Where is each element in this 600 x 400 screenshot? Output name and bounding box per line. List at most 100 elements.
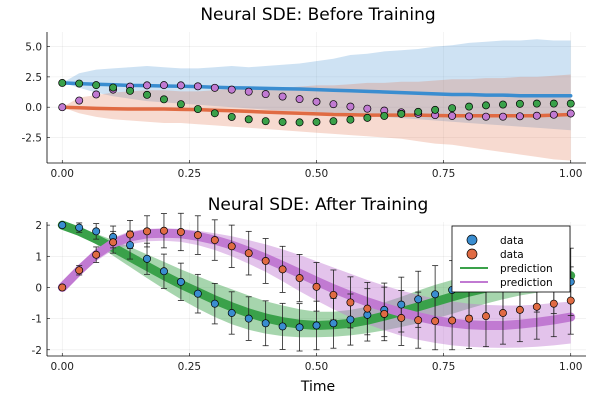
x-tick-label-2: 0.50 (305, 168, 328, 180)
y-tick-label-1: -1 (32, 314, 42, 326)
y-tick-label-0: -2 (32, 345, 42, 357)
x-tick-label-0: 0.00 (51, 168, 74, 180)
data-point-purple-7 (176, 81, 185, 90)
data-point-green-0 (58, 78, 67, 87)
data-point-orange-8 (193, 231, 202, 240)
data-point-orange-21 (414, 316, 423, 325)
data-point-green-18 (363, 113, 372, 122)
data-point-blue-13 (278, 322, 287, 331)
data-point-blue-7 (176, 277, 185, 286)
data-point-orange-26 (499, 309, 507, 317)
data-point-green-9 (210, 109, 219, 118)
data-point-purple-28 (532, 111, 541, 120)
data-point-blue-9 (210, 299, 219, 308)
data-point-orange-6 (160, 226, 168, 235)
data-point-orange-4 (126, 230, 134, 239)
x-axis-label-after: Time (300, 379, 335, 395)
data-point-blue-4 (126, 241, 134, 250)
band-blue (62, 39, 571, 131)
data-point-purple-25 (482, 112, 490, 121)
legend-label-prediction-2: prediction (500, 277, 553, 289)
data-point-orange-25 (482, 312, 490, 321)
data-point-purple-11 (244, 87, 253, 96)
data-point-purple-13 (278, 92, 287, 101)
data-point-blue-8 (193, 289, 202, 298)
data-point-blue-16 (329, 319, 338, 328)
band-green (62, 225, 571, 338)
data-point-green-8 (193, 105, 202, 113)
data-point-green-16 (329, 117, 338, 126)
data-point-green-30 (566, 99, 575, 108)
ticks-before: 0.00 0.25 0.50 0.75 1.00 -2.5 0.0 2.5 5.0 (22, 42, 583, 180)
data-point-green-1 (75, 79, 84, 88)
data-point-orange-0 (58, 283, 67, 292)
data-point-blue-20 (397, 300, 406, 309)
data-point-blue-10 (227, 309, 236, 317)
legend-marker-data-1 (466, 234, 478, 246)
chart-title-before: Neural SDE: Before Training (200, 5, 435, 25)
legend-label-data-1: data (500, 235, 524, 247)
data-point-purple-9 (210, 83, 219, 92)
data-point-green-12 (261, 117, 270, 126)
data-point-orange-1 (75, 266, 84, 275)
data-point-green-11 (244, 115, 253, 124)
data-point-orange-22 (431, 317, 440, 326)
grid-before (47, 32, 586, 163)
data-point-orange-7 (176, 228, 185, 236)
data-point-orange-15 (312, 282, 321, 291)
x-tick-label-4: 1.00 (559, 361, 582, 373)
data-point-green-24 (465, 102, 473, 111)
data-point-orange-13 (278, 265, 287, 274)
data-point-blue-17 (346, 315, 355, 324)
data-point-blue-14 (295, 323, 304, 332)
data-point-green-15 (312, 118, 321, 126)
x-tick-label-3: 0.75 (432, 168, 455, 180)
data-point-purple-14 (295, 95, 304, 104)
data-point-blue-5 (143, 254, 151, 263)
data-point-blue-2 (92, 227, 101, 236)
data-point-orange-30 (566, 296, 575, 305)
data-point-green-28 (532, 99, 541, 108)
data-point-green-20 (397, 109, 406, 118)
x-tick-label-3: 0.75 (432, 361, 455, 373)
data-point-green-21 (414, 107, 423, 116)
data-point-orange-10 (227, 242, 236, 251)
data-point-orange-27 (515, 305, 524, 314)
data-point-purple-5 (143, 81, 151, 90)
data-point-blue-1 (75, 223, 84, 232)
data-point-green-5 (143, 90, 151, 99)
data-point-green-26 (499, 100, 507, 109)
data-point-green-25 (482, 101, 490, 110)
legend-label-prediction-1: prediction (500, 263, 553, 275)
data-point-orange-18 (363, 304, 372, 313)
data-point-blue-11 (244, 314, 253, 323)
data-point-purple-24 (465, 112, 473, 121)
data-point-purple-0 (58, 103, 67, 112)
data-point-orange-3 (109, 238, 118, 247)
y-tick-label-2: 0 (35, 282, 42, 294)
data-point-blue-22 (431, 290, 440, 299)
data-point-green-3 (109, 83, 118, 92)
data-point-green-2 (92, 81, 101, 90)
data-point-green-14 (295, 118, 304, 127)
data-point-purple-29 (549, 110, 558, 119)
band-orange (62, 74, 571, 161)
data-point-purple-18 (363, 104, 372, 113)
data-point-blue-0 (58, 221, 67, 230)
data-point-orange-9 (210, 236, 219, 245)
legend-after: data data prediction prediction (451, 225, 571, 293)
data-point-purple-8 (193, 82, 202, 91)
data-point-orange-16 (329, 290, 338, 299)
y-tick-label-3: 1 (35, 251, 42, 263)
y-tick-label-2: 2.5 (25, 72, 42, 84)
data-point-purple-10 (227, 85, 236, 94)
data-point-orange-20 (397, 314, 406, 322)
data-point-green-10 (227, 112, 236, 121)
data-point-green-29 (549, 99, 558, 108)
y-tick-label-4: 2 (35, 220, 42, 232)
data-point-orange-29 (549, 299, 558, 308)
data-point-purple-15 (312, 97, 321, 106)
data-point-green-22 (431, 105, 440, 114)
data-point-green-4 (126, 86, 134, 95)
data-point-green-23 (448, 104, 457, 113)
